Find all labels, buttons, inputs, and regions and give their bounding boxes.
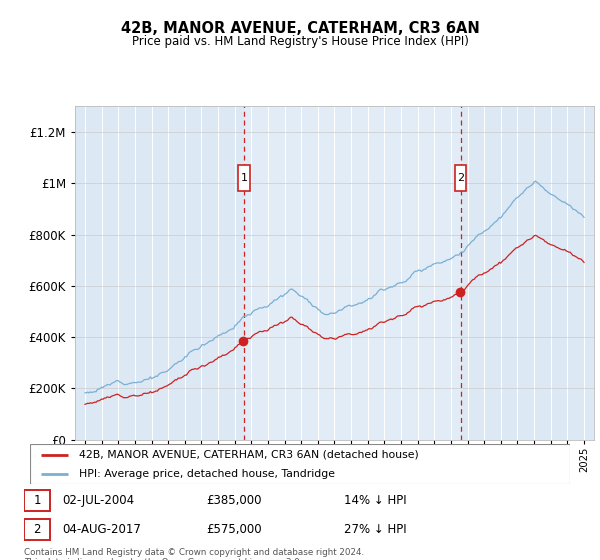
Bar (24, 519, 50, 540)
Text: 1: 1 (241, 173, 247, 183)
Text: 27% ↓ HPI: 27% ↓ HPI (344, 523, 407, 536)
Text: Contains HM Land Registry data © Crown copyright and database right 2024.
This d: Contains HM Land Registry data © Crown c… (24, 548, 364, 560)
Bar (244, 106, 461, 440)
Text: 2: 2 (457, 173, 464, 183)
Text: 1: 1 (34, 493, 41, 507)
Text: Price paid vs. HM Land Registry's House Price Index (HPI): Price paid vs. HM Land Registry's House … (131, 35, 469, 48)
Text: 02-JUL-2004: 02-JUL-2004 (62, 493, 135, 507)
Text: 2: 2 (34, 523, 41, 536)
Text: £575,000: £575,000 (206, 523, 262, 536)
Text: 42B, MANOR AVENUE, CATERHAM, CR3 6AN (detached house): 42B, MANOR AVENUE, CATERHAM, CR3 6AN (de… (79, 450, 418, 460)
Text: 04-AUG-2017: 04-AUG-2017 (62, 523, 142, 536)
Text: 14% ↓ HPI: 14% ↓ HPI (344, 493, 407, 507)
Text: 42B, MANOR AVENUE, CATERHAM, CR3 6AN: 42B, MANOR AVENUE, CATERHAM, CR3 6AN (121, 21, 479, 36)
Bar (238, 165, 250, 192)
Text: HPI: Average price, detached house, Tandridge: HPI: Average price, detached house, Tand… (79, 469, 335, 478)
Bar (455, 165, 466, 192)
Bar (24, 489, 50, 511)
Text: £385,000: £385,000 (206, 493, 262, 507)
